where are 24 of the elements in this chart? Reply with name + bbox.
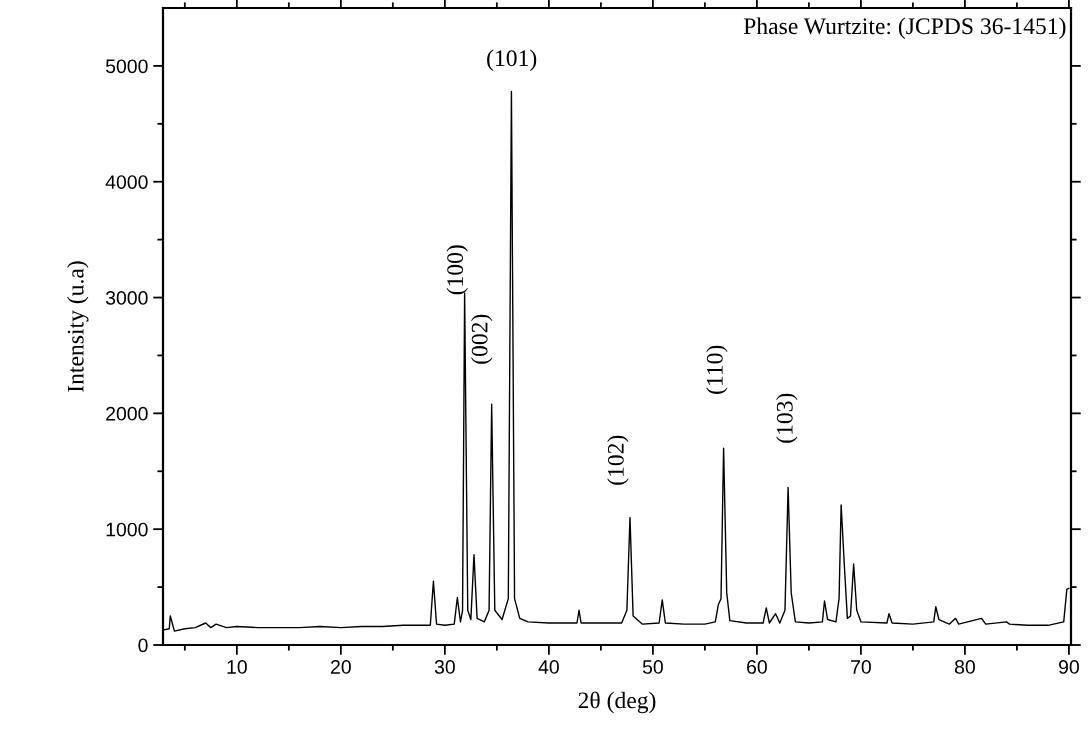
y-tick-label: 3000 [105,291,148,305]
x-tick-label: 90 [1059,660,1079,674]
annotation: (100) [446,245,468,295]
x-tick-label: 30 [434,660,455,674]
x-tick-label: 10 [227,660,247,674]
y-tick-label: 4000 [105,175,148,189]
y-axis-title: Intensity (u.a) [67,261,89,392]
x-tick-label: 40 [538,660,559,674]
annotation: (101) [487,49,537,71]
y-tick-label: 0 [138,638,148,653]
y-tick-label: 5000 [105,59,148,74]
x-axis-title: 2θ (deg) [578,691,656,714]
annotation: (110) [706,345,728,394]
annotation: (103) [776,393,798,443]
x-tick-label: 20 [331,660,351,674]
x-tick-label: 80 [954,660,975,674]
annotation: Phase Wurtzite: (JCPDS 36-1451) [743,17,1066,39]
y-tick-label: 1000 [106,522,148,537]
annotation: (002) [471,314,493,364]
annotation: (102) [607,435,629,485]
x-tick-label: 70 [851,660,871,674]
x-tick-label: 50 [642,660,663,674]
x-tick-label: 60 [747,660,767,674]
y-tick-label: 2000 [106,406,148,421]
